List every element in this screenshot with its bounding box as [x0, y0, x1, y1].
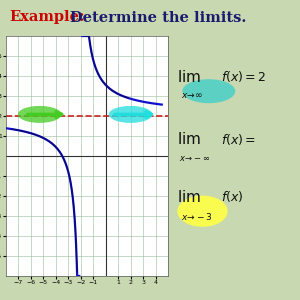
Text: $f(x)$: $f(x)$	[221, 189, 244, 204]
Text: $x\!\to\!-\infty$: $x\!\to\!-\infty$	[178, 154, 210, 163]
Text: Example:: Example:	[9, 11, 85, 25]
Ellipse shape	[18, 106, 62, 123]
Text: $\lim$: $\lim$	[177, 189, 201, 205]
Text: Determine the limits.: Determine the limits.	[70, 11, 247, 25]
Text: $x\!\to\!\infty$: $x\!\to\!\infty$	[181, 92, 203, 100]
Ellipse shape	[177, 196, 228, 227]
Text: $\lim$: $\lim$	[177, 69, 201, 85]
Text: $f(x) = 2$: $f(x) = 2$	[221, 69, 267, 84]
Text: $f(x) =$: $f(x) =$	[221, 132, 256, 147]
Ellipse shape	[182, 79, 235, 103]
Text: $x\!\to\!-3$: $x\!\to\!-3$	[181, 211, 213, 221]
Text: $\lim$: $\lim$	[177, 131, 201, 147]
Ellipse shape	[109, 106, 152, 123]
